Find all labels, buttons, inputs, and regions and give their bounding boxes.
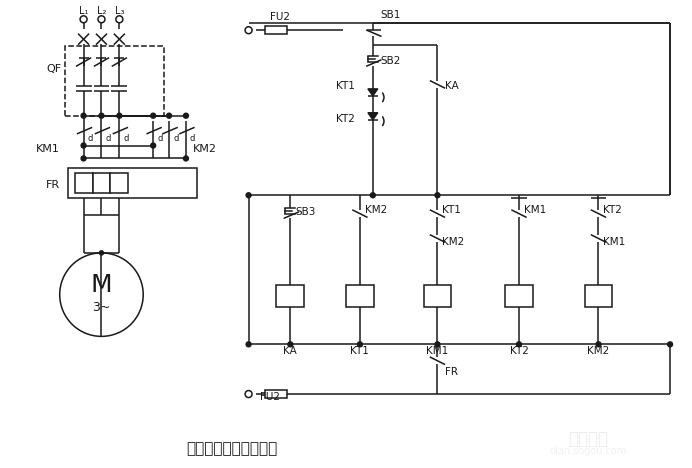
Bar	[346, 285, 374, 307]
Circle shape	[167, 113, 172, 118]
Bar	[266, 26, 287, 34]
Circle shape	[183, 113, 188, 118]
Circle shape	[596, 342, 601, 347]
Bar	[111, 173, 128, 193]
Circle shape	[99, 113, 104, 118]
Text: KM2: KM2	[193, 144, 217, 154]
Text: SB1: SB1	[381, 10, 401, 20]
Text: M: M	[91, 273, 112, 297]
Text: KM1: KM1	[603, 237, 626, 247]
Text: d: d	[88, 134, 93, 143]
Text: KM2: KM2	[365, 205, 387, 215]
Bar	[68, 168, 197, 198]
Circle shape	[116, 16, 123, 23]
Circle shape	[117, 113, 122, 118]
Circle shape	[151, 113, 156, 118]
Circle shape	[370, 193, 375, 197]
Circle shape	[245, 27, 252, 34]
Text: KM1: KM1	[426, 346, 448, 356]
Text: FU2: FU2	[271, 12, 291, 22]
Text: KM1: KM1	[524, 205, 546, 215]
Text: KT2: KT2	[603, 205, 622, 215]
Circle shape	[81, 143, 86, 148]
Text: L₁: L₁	[79, 7, 89, 16]
Circle shape	[98, 16, 105, 23]
Text: SB3: SB3	[295, 207, 316, 217]
Polygon shape	[368, 113, 378, 120]
Text: KT1: KT1	[442, 205, 462, 215]
Circle shape	[80, 16, 87, 23]
Bar	[424, 285, 451, 307]
Text: d: d	[173, 134, 179, 143]
Text: KT1: KT1	[350, 346, 370, 356]
Circle shape	[60, 253, 143, 336]
Bar	[585, 285, 612, 307]
Text: KT2: KT2	[336, 114, 355, 124]
Circle shape	[668, 342, 673, 347]
Circle shape	[435, 193, 440, 197]
Circle shape	[183, 156, 188, 161]
Text: d: d	[123, 134, 129, 143]
Text: dian.sogou.com: dian.sogou.com	[550, 446, 627, 456]
Text: KA: KA	[446, 81, 459, 91]
Circle shape	[81, 113, 86, 118]
Bar	[505, 285, 533, 307]
Circle shape	[246, 342, 251, 347]
FancyBboxPatch shape	[64, 46, 164, 116]
Circle shape	[151, 143, 156, 148]
Circle shape	[245, 391, 252, 397]
Text: 3~: 3~	[92, 301, 111, 314]
Bar	[266, 390, 287, 398]
Text: L₃: L₃	[115, 7, 124, 16]
Text: 搜狗指南: 搜狗指南	[569, 430, 608, 448]
Circle shape	[358, 342, 363, 347]
Text: KA: KA	[284, 346, 297, 356]
Bar	[75, 173, 93, 193]
Text: SB2: SB2	[381, 56, 401, 66]
Text: d: d	[105, 134, 111, 143]
Text: 定时自动循环控制电路: 定时自动循环控制电路	[186, 441, 277, 456]
Circle shape	[81, 156, 86, 161]
Text: KT2: KT2	[509, 346, 529, 356]
Circle shape	[435, 342, 440, 347]
Text: QF: QF	[46, 64, 62, 74]
Text: KM1: KM1	[36, 144, 60, 154]
Bar	[93, 173, 111, 193]
Circle shape	[288, 342, 293, 347]
Text: KM2: KM2	[442, 237, 464, 247]
Polygon shape	[368, 89, 378, 96]
Text: KM2: KM2	[588, 346, 610, 356]
Text: FU2: FU2	[260, 392, 280, 402]
Circle shape	[516, 342, 522, 347]
Text: FR: FR	[446, 367, 458, 377]
Circle shape	[246, 193, 251, 197]
Bar	[276, 285, 304, 307]
Text: d: d	[190, 134, 195, 143]
Text: d: d	[157, 134, 163, 143]
Text: KT1: KT1	[336, 81, 355, 91]
Text: L₂: L₂	[97, 7, 106, 16]
Text: FR: FR	[46, 180, 60, 190]
Circle shape	[100, 251, 103, 255]
